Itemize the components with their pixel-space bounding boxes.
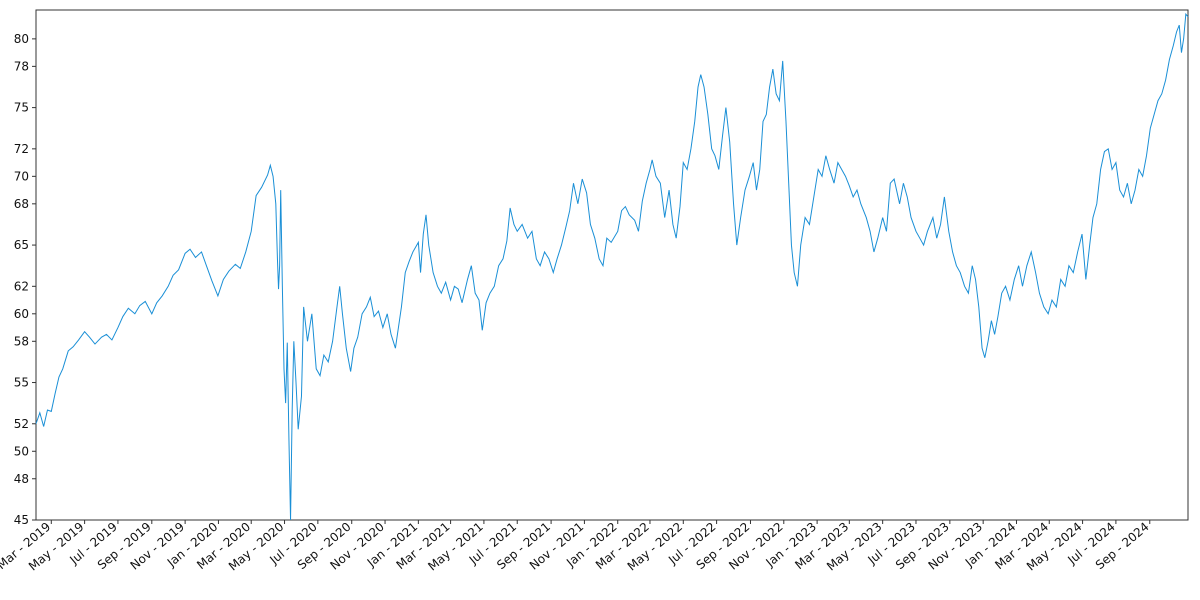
y-axis: 45 48 50 52 55 58 60 62 65 68 70 72 75 78 80 [14, 32, 36, 527]
y-tick-label: 78 [14, 59, 29, 73]
y-tick-label: 50 [14, 444, 29, 458]
series-line [35, 12, 1189, 521]
y-tick-label: 58 [14, 334, 29, 348]
y-tick-label: 52 [14, 417, 29, 431]
y-tick-label: 80 [14, 32, 29, 46]
plot-area [35, 9, 1189, 521]
y-tick-label: 55 [14, 376, 29, 390]
y-tick-label: 62 [14, 279, 29, 293]
y-tick-label: 70 [14, 169, 29, 183]
y-tick-label: 60 [14, 307, 29, 321]
y-tick-label: 65 [14, 238, 29, 252]
y-tick-label: 72 [14, 142, 29, 156]
y-tick-label: 45 [14, 513, 29, 527]
y-tick-label: 48 [14, 472, 29, 486]
y-tick-label: 68 [14, 197, 29, 211]
y-tick-label: 75 [14, 101, 29, 115]
